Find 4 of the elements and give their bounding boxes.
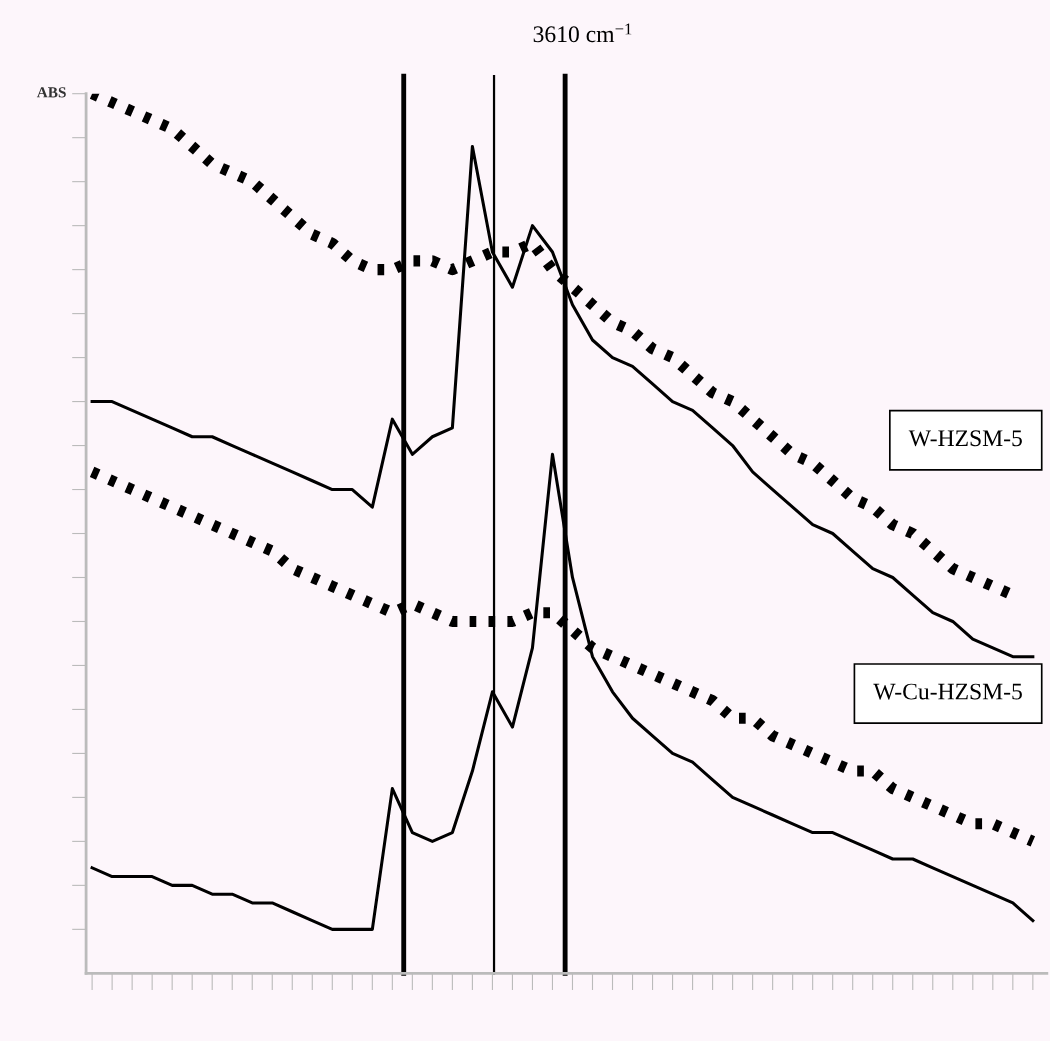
chart-title: 3610 cm$^{−1}$ xyxy=(533,23,632,43)
y-axis-title: ABS xyxy=(36,87,66,98)
annotation: W-Cu-HZSM-5 xyxy=(873,683,1022,700)
annotation: W-HZSM-5 xyxy=(908,430,1022,447)
